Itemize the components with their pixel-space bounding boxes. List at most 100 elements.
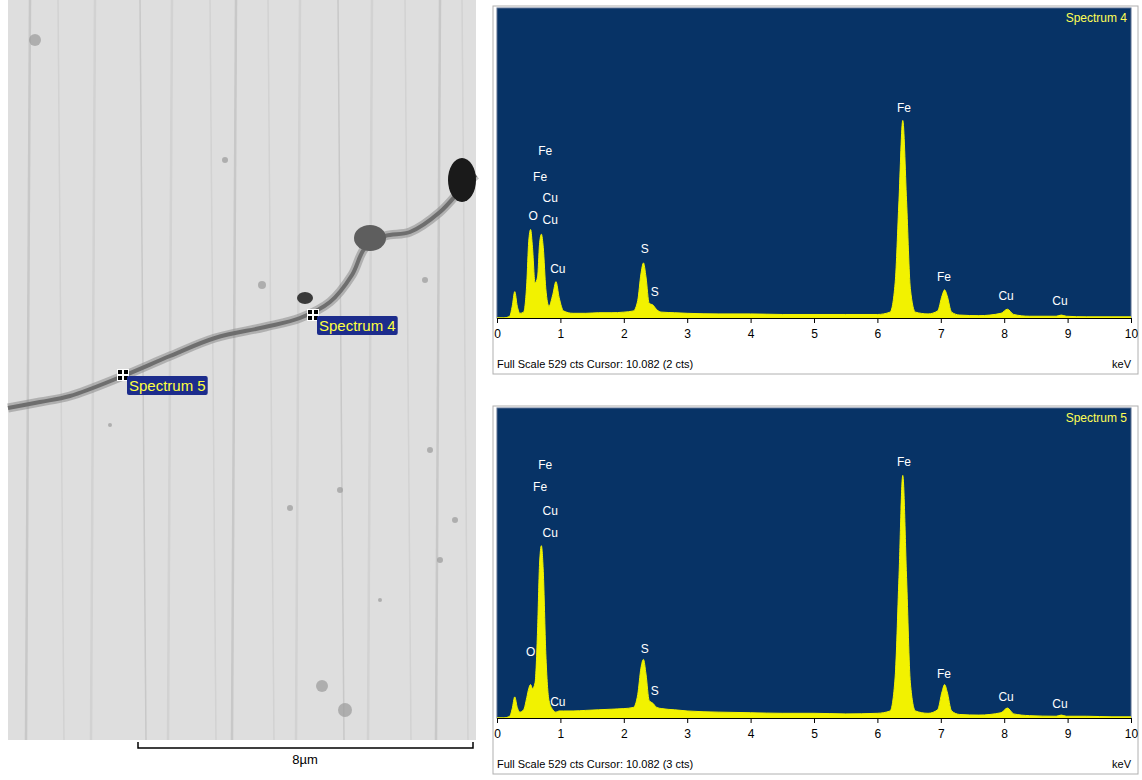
marker-label: Spectrum 4 <box>319 317 396 334</box>
streak <box>436 0 440 740</box>
tick-label: 0 <box>494 327 501 341</box>
tick-mark <box>1068 718 1069 723</box>
x-axis: 012345678910 <box>494 318 1138 341</box>
figure: Spectrum 4Spectrum 58µm012345678910FeFeC… <box>0 0 1142 780</box>
x-axis: 012345678910 <box>494 718 1138 741</box>
chart-title: Spectrum 4 <box>1066 11 1128 25</box>
tick-mark <box>1131 718 1132 723</box>
tick-mark <box>1131 318 1132 323</box>
speck <box>258 281 266 289</box>
micrograph-background <box>8 0 476 740</box>
tick-label: 9 <box>1065 727 1072 741</box>
tick: 7 <box>938 318 945 341</box>
tick: 3 <box>684 318 691 341</box>
peak-label: Cu <box>1052 294 1067 308</box>
tick: 4 <box>748 318 755 341</box>
panel-frame <box>493 6 1138 374</box>
tick-mark <box>560 318 561 323</box>
tick-label: 3 <box>684 327 691 341</box>
peak-label: O <box>528 209 537 223</box>
speck <box>338 703 352 717</box>
speck <box>452 517 458 523</box>
tick-mark <box>687 318 688 323</box>
plot-background <box>497 8 1131 318</box>
tick: 8 <box>1001 718 1008 741</box>
tick: 1 <box>558 718 565 741</box>
footer: Full Scale 529 cts Cursor: 10.082 (3 cts… <box>497 758 693 770</box>
tick-label: 7 <box>938 727 945 741</box>
tick: 0 <box>494 718 501 741</box>
speck <box>337 487 343 493</box>
peak-label: Cu <box>998 690 1013 704</box>
speck <box>222 157 228 163</box>
peak-label: Cu <box>1052 697 1067 711</box>
tick-label: 1 <box>558 327 565 341</box>
scale-bar-line <box>138 742 473 748</box>
spectrum <box>497 121 1131 318</box>
peak-label: Cu <box>543 213 558 227</box>
scale-bar: 8µm <box>138 742 473 767</box>
tick-label: 5 <box>811 727 818 741</box>
streak <box>338 0 344 740</box>
peak-label: Fe <box>533 480 547 494</box>
marker-cell <box>118 376 122 380</box>
tick-mark <box>751 318 752 323</box>
tick: 3 <box>684 718 691 741</box>
tick-label: 8 <box>1001 727 1008 741</box>
streak <box>296 0 300 740</box>
marker-label-box <box>317 316 398 335</box>
tick-mark <box>1004 718 1005 723</box>
tick-mark <box>560 718 561 723</box>
tick-mark <box>1068 318 1069 323</box>
crack-blob <box>297 292 313 304</box>
speck <box>29 34 41 46</box>
tick: 7 <box>938 718 945 741</box>
speck <box>378 598 382 602</box>
tick-label: 5 <box>811 327 818 341</box>
tick-label: 4 <box>748 327 755 341</box>
tick-mark <box>941 718 942 723</box>
tick: 6 <box>875 718 882 741</box>
tick: 5 <box>811 718 818 741</box>
tick-label: 7 <box>938 327 945 341</box>
tick-mark <box>497 318 498 323</box>
peak-label: O <box>526 645 535 659</box>
marker-label-box <box>127 376 208 395</box>
marker-cell <box>308 310 312 314</box>
peak-label: Cu <box>543 526 558 540</box>
tick-mark <box>497 718 498 723</box>
plot-background <box>497 408 1131 718</box>
streak <box>405 0 411 740</box>
tick: 8 <box>1001 318 1008 341</box>
crack-halo <box>8 175 476 408</box>
peak-label: Cu <box>550 695 565 709</box>
micrograph: Spectrum 4 Spectrum 5 <box>8 0 476 740</box>
marker-cell <box>314 310 318 314</box>
speck <box>287 505 293 511</box>
spectrum-marker: Spectrum 5 <box>117 369 208 395</box>
peak-label: Fe <box>538 144 552 158</box>
plot-marks <box>497 121 1131 318</box>
tick: 10 <box>1125 318 1139 341</box>
streak <box>26 0 30 740</box>
marker-cell <box>124 370 128 374</box>
peak-label: Cu <box>550 262 565 276</box>
tick: 9 <box>1065 318 1072 341</box>
tick-label: 6 <box>875 327 882 341</box>
speck <box>427 447 433 453</box>
marker-cell <box>308 316 312 320</box>
tick: 4 <box>748 718 755 741</box>
tick-mark <box>1004 318 1005 323</box>
tick-label: 10 <box>1125 727 1139 741</box>
tick-label: 3 <box>684 727 691 741</box>
peak-label: Fe <box>937 270 951 284</box>
speck <box>437 557 443 563</box>
crack <box>8 175 476 408</box>
streak <box>232 0 236 740</box>
tick: 10 <box>1125 718 1139 741</box>
tick-label: 9 <box>1065 327 1072 341</box>
tick-mark <box>877 318 878 323</box>
peak-label: Fe <box>937 667 951 681</box>
footer: Full Scale 529 cts Cursor: 10.082 (2 cts… <box>497 358 693 370</box>
spectrum-panel: 012345678910FeFeCuCuOCuSSFeFeCuCuSpectru… <box>493 6 1138 374</box>
